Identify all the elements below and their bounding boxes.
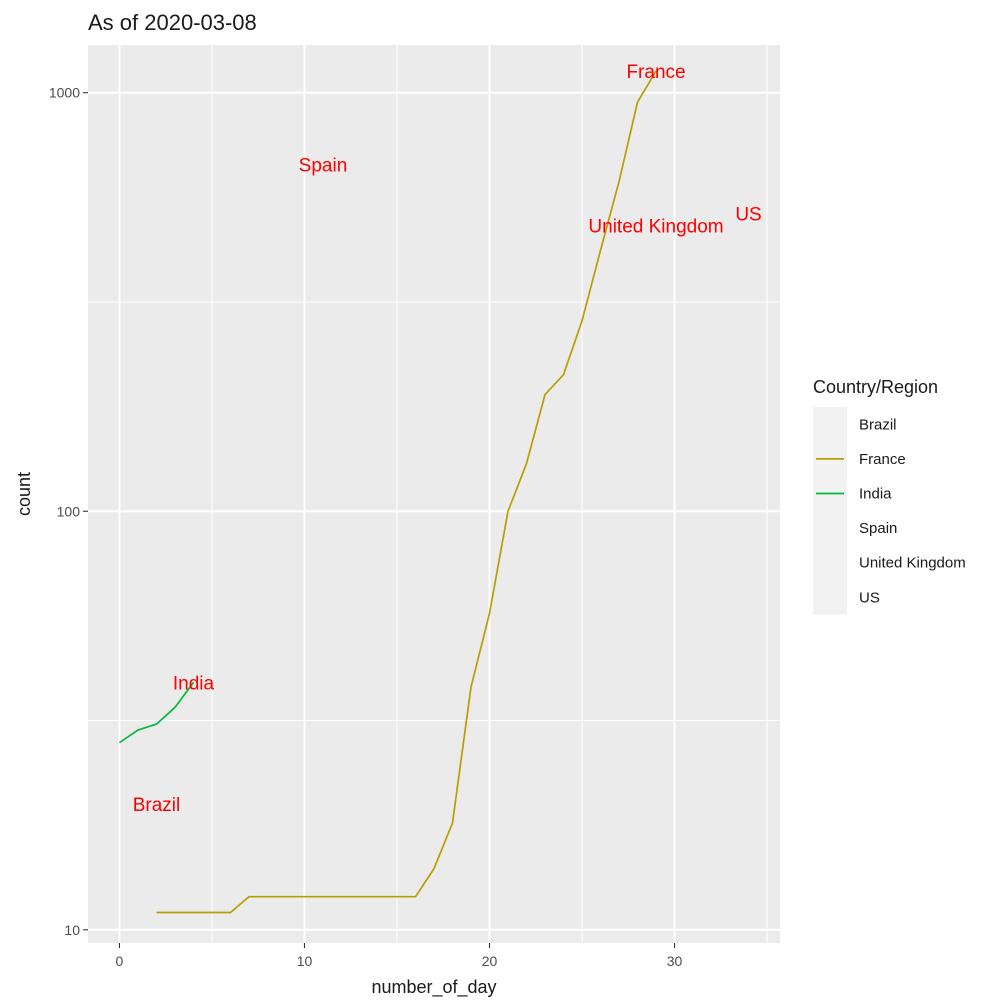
legend-label-france: France bbox=[859, 451, 906, 468]
point-label-us: US bbox=[735, 205, 761, 226]
x-tick-label: 10 bbox=[297, 953, 313, 969]
legend-label-united-kingdom: United Kingdom bbox=[859, 555, 966, 572]
legend-label-brazil: Brazil bbox=[859, 416, 897, 433]
point-label-brazil: Brazil bbox=[133, 795, 181, 816]
legend: Country/Region Brazil France India Spain Uni… bbox=[813, 377, 966, 615]
y-tick-label: 10 bbox=[64, 922, 80, 938]
point-label-india: India bbox=[173, 673, 215, 694]
y-axis-title: count bbox=[14, 472, 34, 516]
legend-title: Country/Region bbox=[813, 377, 938, 397]
annotation-layer: France Spain United Kingdom US India Brazil bbox=[133, 62, 762, 816]
x-axis: 0 10 20 30 bbox=[116, 943, 683, 969]
series-line-india bbox=[119, 681, 195, 744]
y-tick-label: 1000 bbox=[49, 85, 80, 101]
legend-label-india: India bbox=[859, 486, 892, 503]
legend-label-us: US bbox=[859, 589, 880, 606]
y-tick-label: 100 bbox=[57, 503, 81, 519]
grid bbox=[88, 45, 780, 943]
point-label-united-kingdom: United Kingdom bbox=[588, 216, 723, 237]
x-tick-label: 0 bbox=[116, 953, 124, 969]
legend-label-spain: Spain bbox=[859, 520, 897, 537]
plot-panel bbox=[88, 45, 780, 943]
x-axis-title: number_of_day bbox=[371, 977, 496, 998]
chart-title: As of 2020-03-08 bbox=[88, 10, 257, 35]
y-axis: 10 100 1000 bbox=[49, 85, 88, 938]
x-tick-label: 30 bbox=[667, 953, 683, 969]
point-label-france: France bbox=[626, 62, 685, 83]
series-layer bbox=[119, 70, 657, 914]
x-tick-label: 20 bbox=[482, 953, 498, 969]
point-label-spain: Spain bbox=[299, 155, 348, 176]
series-line-france bbox=[156, 70, 657, 914]
legend-key-background bbox=[813, 407, 847, 615]
